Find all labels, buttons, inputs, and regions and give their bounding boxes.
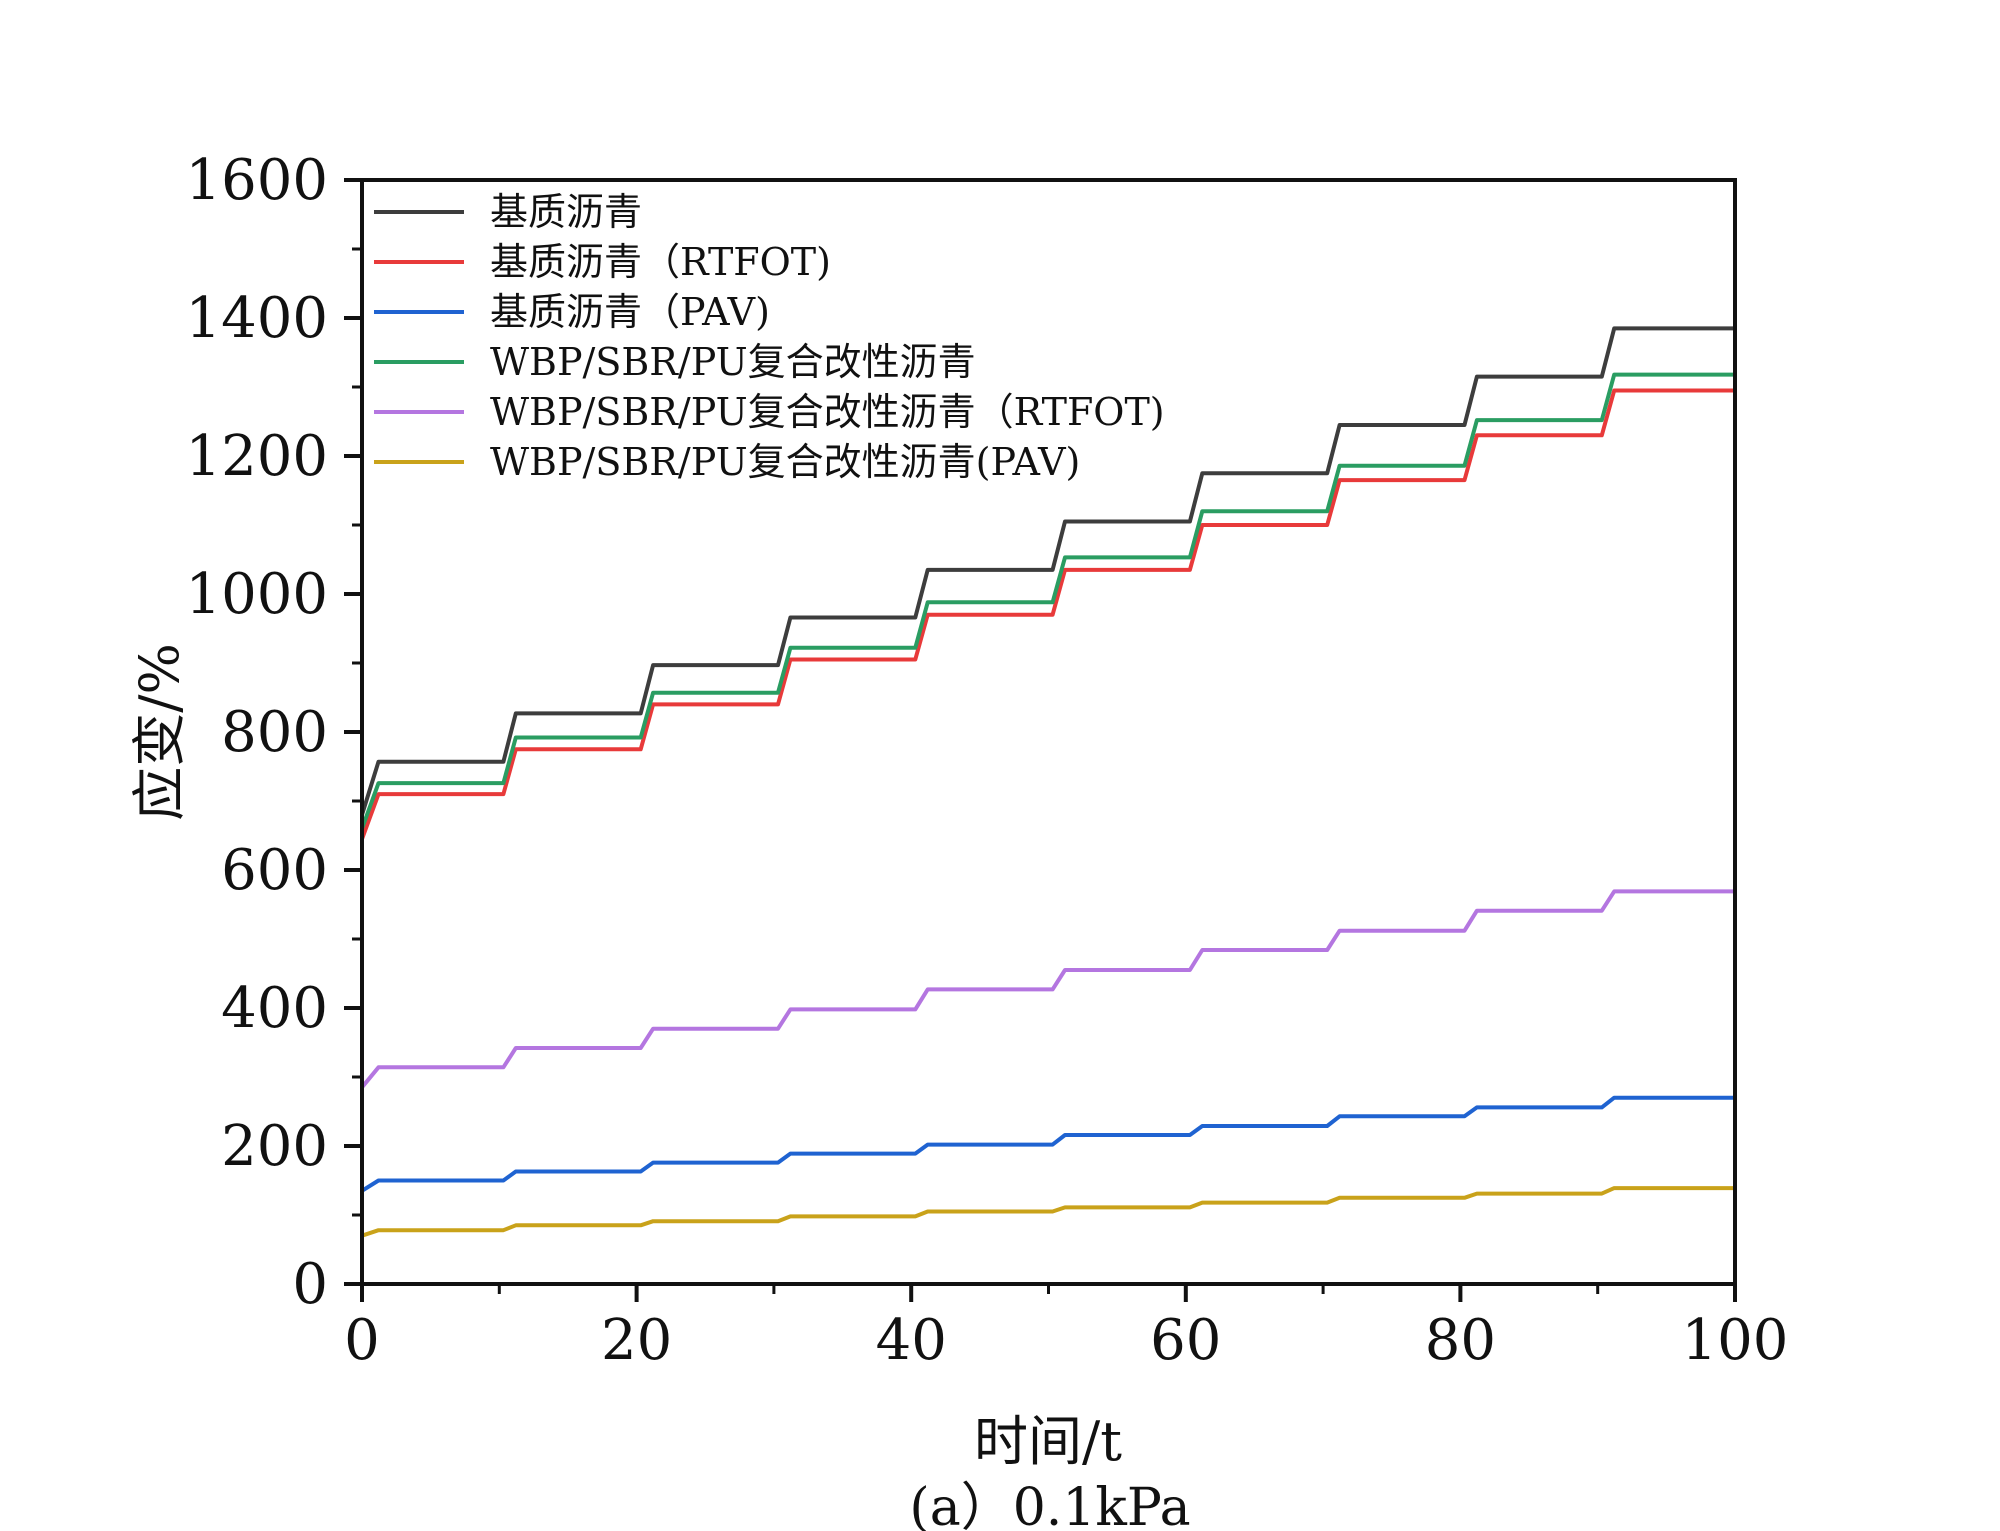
x-axis-title: 时间/t xyxy=(974,1410,1122,1473)
series-line-2 xyxy=(360,388,1735,840)
series-line-3 xyxy=(360,1095,1735,1193)
y-tick-label: 1000 xyxy=(185,562,328,627)
series-line-1 xyxy=(360,326,1735,816)
legend-label: 基质沥青 xyxy=(490,190,642,234)
series-line-6 xyxy=(361,1186,1735,1238)
legend-label: WBP/SBR/PU复合改性沥青（RTFOT) xyxy=(490,390,1165,434)
series-line-4 xyxy=(360,372,1735,830)
y-tick-label: 800 xyxy=(221,700,328,765)
legend-label: WBP/SBR/PU复合改性沥青 xyxy=(490,340,976,384)
y-tick-label: 1400 xyxy=(185,286,328,351)
y-tick-label: 600 xyxy=(221,838,328,903)
legend-label: 基质沥青（PAV) xyxy=(490,290,770,334)
x-tick-label: 100 xyxy=(1682,1308,1789,1373)
x-tick-label: 80 xyxy=(1425,1308,1496,1373)
y-tick-label: 1200 xyxy=(185,424,328,489)
y-tick-label: 1600 xyxy=(185,148,328,213)
x-tick-label: 60 xyxy=(1150,1308,1221,1373)
y-tick-label: 200 xyxy=(221,1114,328,1179)
legend-label: 基质沥青（RTFOT) xyxy=(490,240,831,284)
series-line-5 xyxy=(360,889,1735,1089)
y-axis-title: 应变/% xyxy=(128,643,191,821)
y-tick-label: 400 xyxy=(221,976,328,1041)
x-tick-label: 40 xyxy=(876,1308,947,1373)
x-tick-label: 20 xyxy=(601,1308,672,1373)
figure-caption: (a）0.1kPa xyxy=(909,1478,1190,1531)
legend-label: WBP/SBR/PU复合改性沥青(PAV) xyxy=(490,440,1080,484)
ticks-layer: 0 20 40 60 80 1000200400600800100012001400160… xyxy=(185,148,1788,1373)
y-tick-label: 0 xyxy=(292,1252,328,1317)
series-layer xyxy=(360,326,1735,1238)
x-tick-label: 0 xyxy=(344,1308,380,1373)
